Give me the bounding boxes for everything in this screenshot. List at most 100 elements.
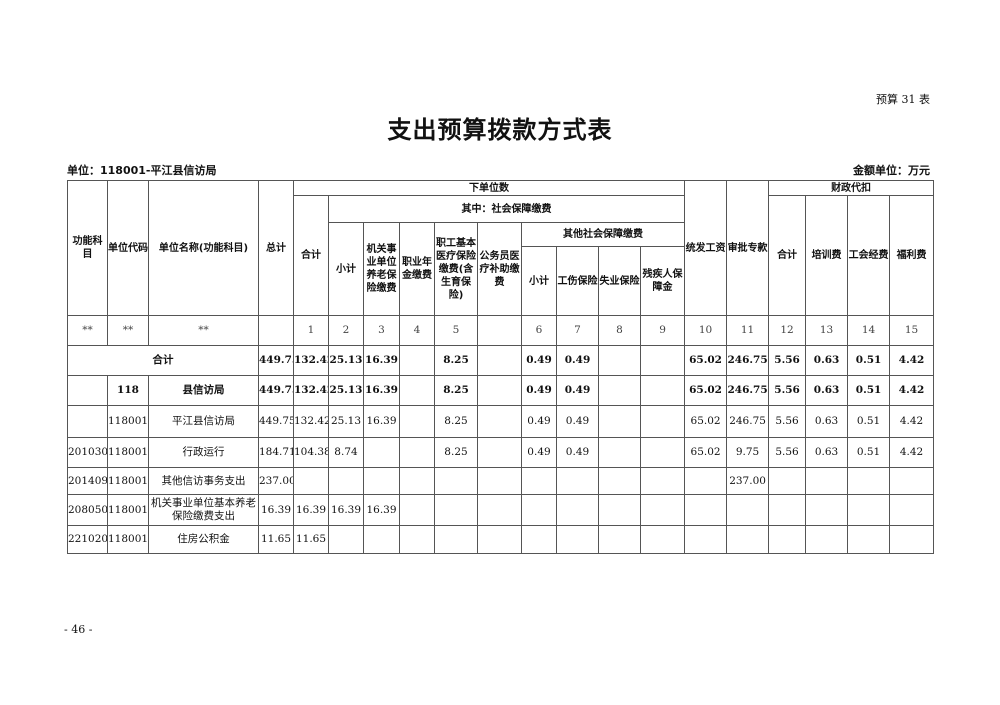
value-cell — [477, 405, 522, 438]
unit-name-cell: 平江县信访局 — [148, 405, 259, 438]
value-cell: 0.49 — [556, 375, 599, 406]
value-cell — [363, 467, 400, 495]
unit-name-cell: 住房公积金 — [148, 525, 259, 554]
header-code: 单位代码 — [107, 180, 149, 316]
value-cell — [434, 494, 478, 526]
value-cell — [477, 375, 522, 406]
value-cell — [399, 494, 435, 526]
value-cell — [639, 525, 686, 554]
header-wage: 统发工资 — [684, 180, 728, 316]
value-cell — [889, 467, 935, 495]
table-row: 118001 平江县信访局 449.75 132.42 25.13 16.39 8.25 0.… — [67, 405, 935, 438]
unit-name-cell: 机关事业单位基本养老保险缴费支出 — [148, 494, 259, 526]
value-cell — [328, 525, 364, 554]
unit-code-cell: 118001 — [107, 494, 149, 526]
value-cell — [598, 375, 641, 406]
value-cell — [889, 525, 935, 554]
unit-label: 单位：118001-平江县信访局 — [67, 164, 217, 177]
value-cell — [639, 437, 686, 468]
value-cell — [639, 405, 686, 438]
value-cell: 65.02 — [684, 375, 728, 406]
value-cell: 16.39 — [328, 494, 364, 526]
func-code-cell — [67, 405, 108, 438]
value-cell — [477, 494, 522, 526]
value-cell — [805, 494, 849, 526]
value-cell: 65.02 — [684, 405, 728, 438]
value-cell — [598, 494, 641, 526]
value-cell: 449.75 — [258, 405, 294, 438]
index-cell: 10 — [684, 315, 728, 346]
value-cell — [521, 467, 557, 495]
value-cell — [556, 525, 599, 554]
unit-name-cell: 其他信访事务支出 — [148, 467, 259, 495]
value-cell: 0.49 — [556, 437, 599, 468]
value-cell — [805, 525, 849, 554]
value-cell: 104.38 — [293, 437, 329, 468]
value-cell: 449.75 — [258, 345, 294, 376]
value-cell — [639, 375, 686, 406]
unit-name-cell: 县信访局 — [148, 375, 259, 406]
value-cell: 0.63 — [805, 437, 849, 468]
value-cell: 16.39 — [363, 494, 400, 526]
value-cell — [768, 494, 807, 526]
value-cell: 0.49 — [521, 437, 557, 468]
value-cell — [684, 494, 728, 526]
value-cell: 25.13 — [328, 405, 364, 438]
value-cell: 0.63 — [805, 405, 849, 438]
index-cell: 4 — [399, 315, 435, 346]
value-cell — [684, 525, 728, 554]
value-cell: 0.51 — [847, 437, 891, 468]
func-code-cell: 2014099 — [67, 467, 108, 495]
header-fiscal: 财政代扣 — [768, 180, 935, 196]
value-cell: 0.49 — [521, 345, 557, 376]
value-cell: 16.39 — [363, 345, 400, 376]
value-cell — [521, 494, 557, 526]
page-title: 支出预算拨款方式表 — [387, 115, 613, 144]
header-pension: 机关事业单位养老保险缴费 — [363, 222, 400, 316]
value-cell — [684, 467, 728, 495]
value-cell — [521, 525, 557, 554]
header-total: 总计 — [258, 180, 294, 316]
table-number: 预算 31 表 — [876, 93, 930, 106]
header-sub: 小计 — [328, 222, 364, 316]
value-cell — [639, 467, 686, 495]
header-unemp: 失业保险 — [598, 246, 641, 316]
value-cell: 0.49 — [521, 405, 557, 438]
value-cell: 16.39 — [363, 405, 400, 438]
value-cell: 11.65 — [293, 525, 329, 554]
value-cell: 8.25 — [434, 345, 478, 376]
value-cell: 0.49 — [556, 405, 599, 438]
value-cell: 237.00 — [258, 467, 294, 495]
value-cell: 25.13 — [328, 345, 364, 376]
value-cell — [847, 467, 891, 495]
value-cell: 16.39 — [258, 494, 294, 526]
value-cell — [399, 467, 435, 495]
value-cell — [598, 405, 641, 438]
value-cell — [556, 467, 599, 495]
header-name: 单位名称(功能科目) — [148, 180, 259, 316]
value-cell — [847, 494, 891, 526]
index-cell: 9 — [639, 315, 686, 346]
value-cell: 8.25 — [434, 375, 478, 406]
unit-code-cell: 118001 — [107, 467, 149, 495]
header-other: 其他社会保障缴费 — [520, 222, 686, 247]
header-injury: 工伤保险 — [556, 246, 599, 316]
value-cell — [598, 345, 641, 376]
value-cell: 246.75 — [726, 405, 770, 438]
value-cell — [399, 525, 435, 554]
value-cell — [556, 494, 599, 526]
value-cell: 16.39 — [363, 375, 400, 406]
header-union: 工会经费 — [847, 195, 891, 316]
money-unit-label: 金额单位：万元 — [853, 164, 930, 177]
value-cell: 4.42 — [889, 405, 935, 438]
header-civil-med: 公务员医疗补助缴费 — [477, 222, 522, 316]
header-lower-total: 合计 — [293, 195, 329, 316]
value-cell: 184.71 — [258, 437, 294, 468]
value-cell: 0.51 — [847, 405, 891, 438]
value-cell: 5.56 — [768, 345, 807, 376]
value-cell — [726, 525, 770, 554]
